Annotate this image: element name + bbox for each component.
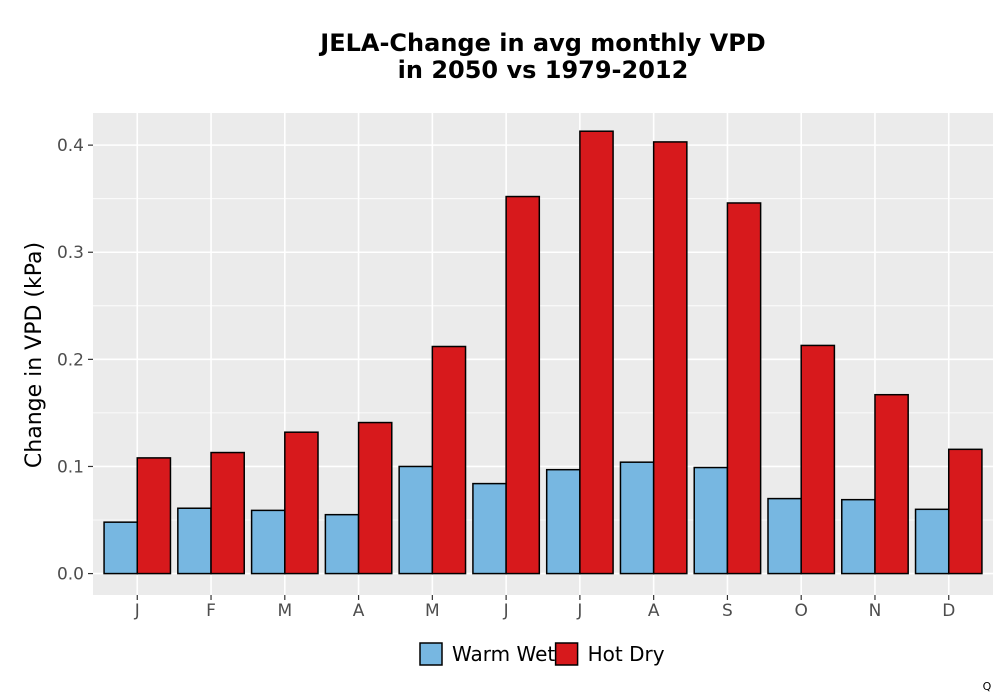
x-tick-label: J <box>576 601 582 621</box>
bar-hot-dry-5 <box>431 345 467 575</box>
bar-hot-dry-2 <box>210 451 245 575</box>
legend-label-hot-dry: Hot Dry <box>588 642 665 666</box>
bar-warm-wet-3 <box>250 509 286 575</box>
bar-warm-wet-4 <box>324 513 360 575</box>
bar-warm-wet-1 <box>103 521 139 575</box>
bar-warm-wet-2 <box>177 507 212 575</box>
bar-warm-wet-6 <box>472 482 507 575</box>
x-tick-label: S <box>722 601 733 621</box>
x-tick-label: A <box>353 601 365 621</box>
bar-hot-dry-11 <box>874 393 909 575</box>
x-tick-label: M <box>277 601 292 621</box>
y-tick-label: 0.1 <box>57 457 84 477</box>
bar-warm-wet-5 <box>398 465 434 575</box>
bar-warm-wet-11 <box>841 498 876 575</box>
corner-mark: Q <box>983 680 992 693</box>
bar-warm-wet-8 <box>619 461 655 575</box>
y-tick-label: 0.2 <box>57 350 84 370</box>
bars <box>103 130 983 575</box>
bar-hot-dry-6 <box>505 195 541 575</box>
bar-hot-dry-12 <box>947 448 983 575</box>
bar-hot-dry-4 <box>357 421 393 575</box>
bar-hot-dry-7 <box>579 130 614 575</box>
y-tick-label: 0.4 <box>57 136 84 156</box>
x-tick-label: N <box>869 601 882 621</box>
chart-title-line-2: in 2050 vs 1979-2012 <box>397 56 689 84</box>
y-tick-label: 0.0 <box>57 565 84 585</box>
x-tick-label: F <box>206 601 216 621</box>
bar-hot-dry-3 <box>284 431 319 575</box>
x-tick-label: D <box>942 601 955 621</box>
bar-hot-dry-9 <box>726 202 762 575</box>
legend-label-warm-wet: Warm Wet <box>452 642 555 666</box>
y-tick-label: 0.3 <box>57 243 84 263</box>
x-tick-label: J <box>503 601 509 621</box>
x-tick-label: A <box>648 601 660 621</box>
legend-key-warm-wet <box>419 642 443 666</box>
x-tick-label: O <box>795 601 808 621</box>
bar-hot-dry-10 <box>800 344 836 575</box>
y-axis: 0.0 0.1 0.2 0.3 0.4 <box>57 136 93 585</box>
bar-hot-dry-1 <box>136 457 172 575</box>
x-tick-label: J <box>134 601 140 621</box>
bar-warm-wet-12 <box>914 508 950 575</box>
legend: Warm Wet Hot Dry <box>419 642 665 666</box>
bar-warm-wet-10 <box>767 497 802 575</box>
legend-key-hot-dry <box>554 642 579 666</box>
bar-warm-wet-7 <box>545 468 581 575</box>
chart-title-line-1: JELA-Change in avg monthly VPD <box>320 29 766 57</box>
bar-warm-wet-9 <box>693 466 729 575</box>
y-axis-title: Change in VPD (kPa) <box>22 242 47 468</box>
chart-title: JELA-Change in avg monthly VPD in 2050 v… <box>93 30 993 84</box>
x-tick-label: M <box>425 601 440 621</box>
bar-hot-dry-8 <box>652 141 688 575</box>
